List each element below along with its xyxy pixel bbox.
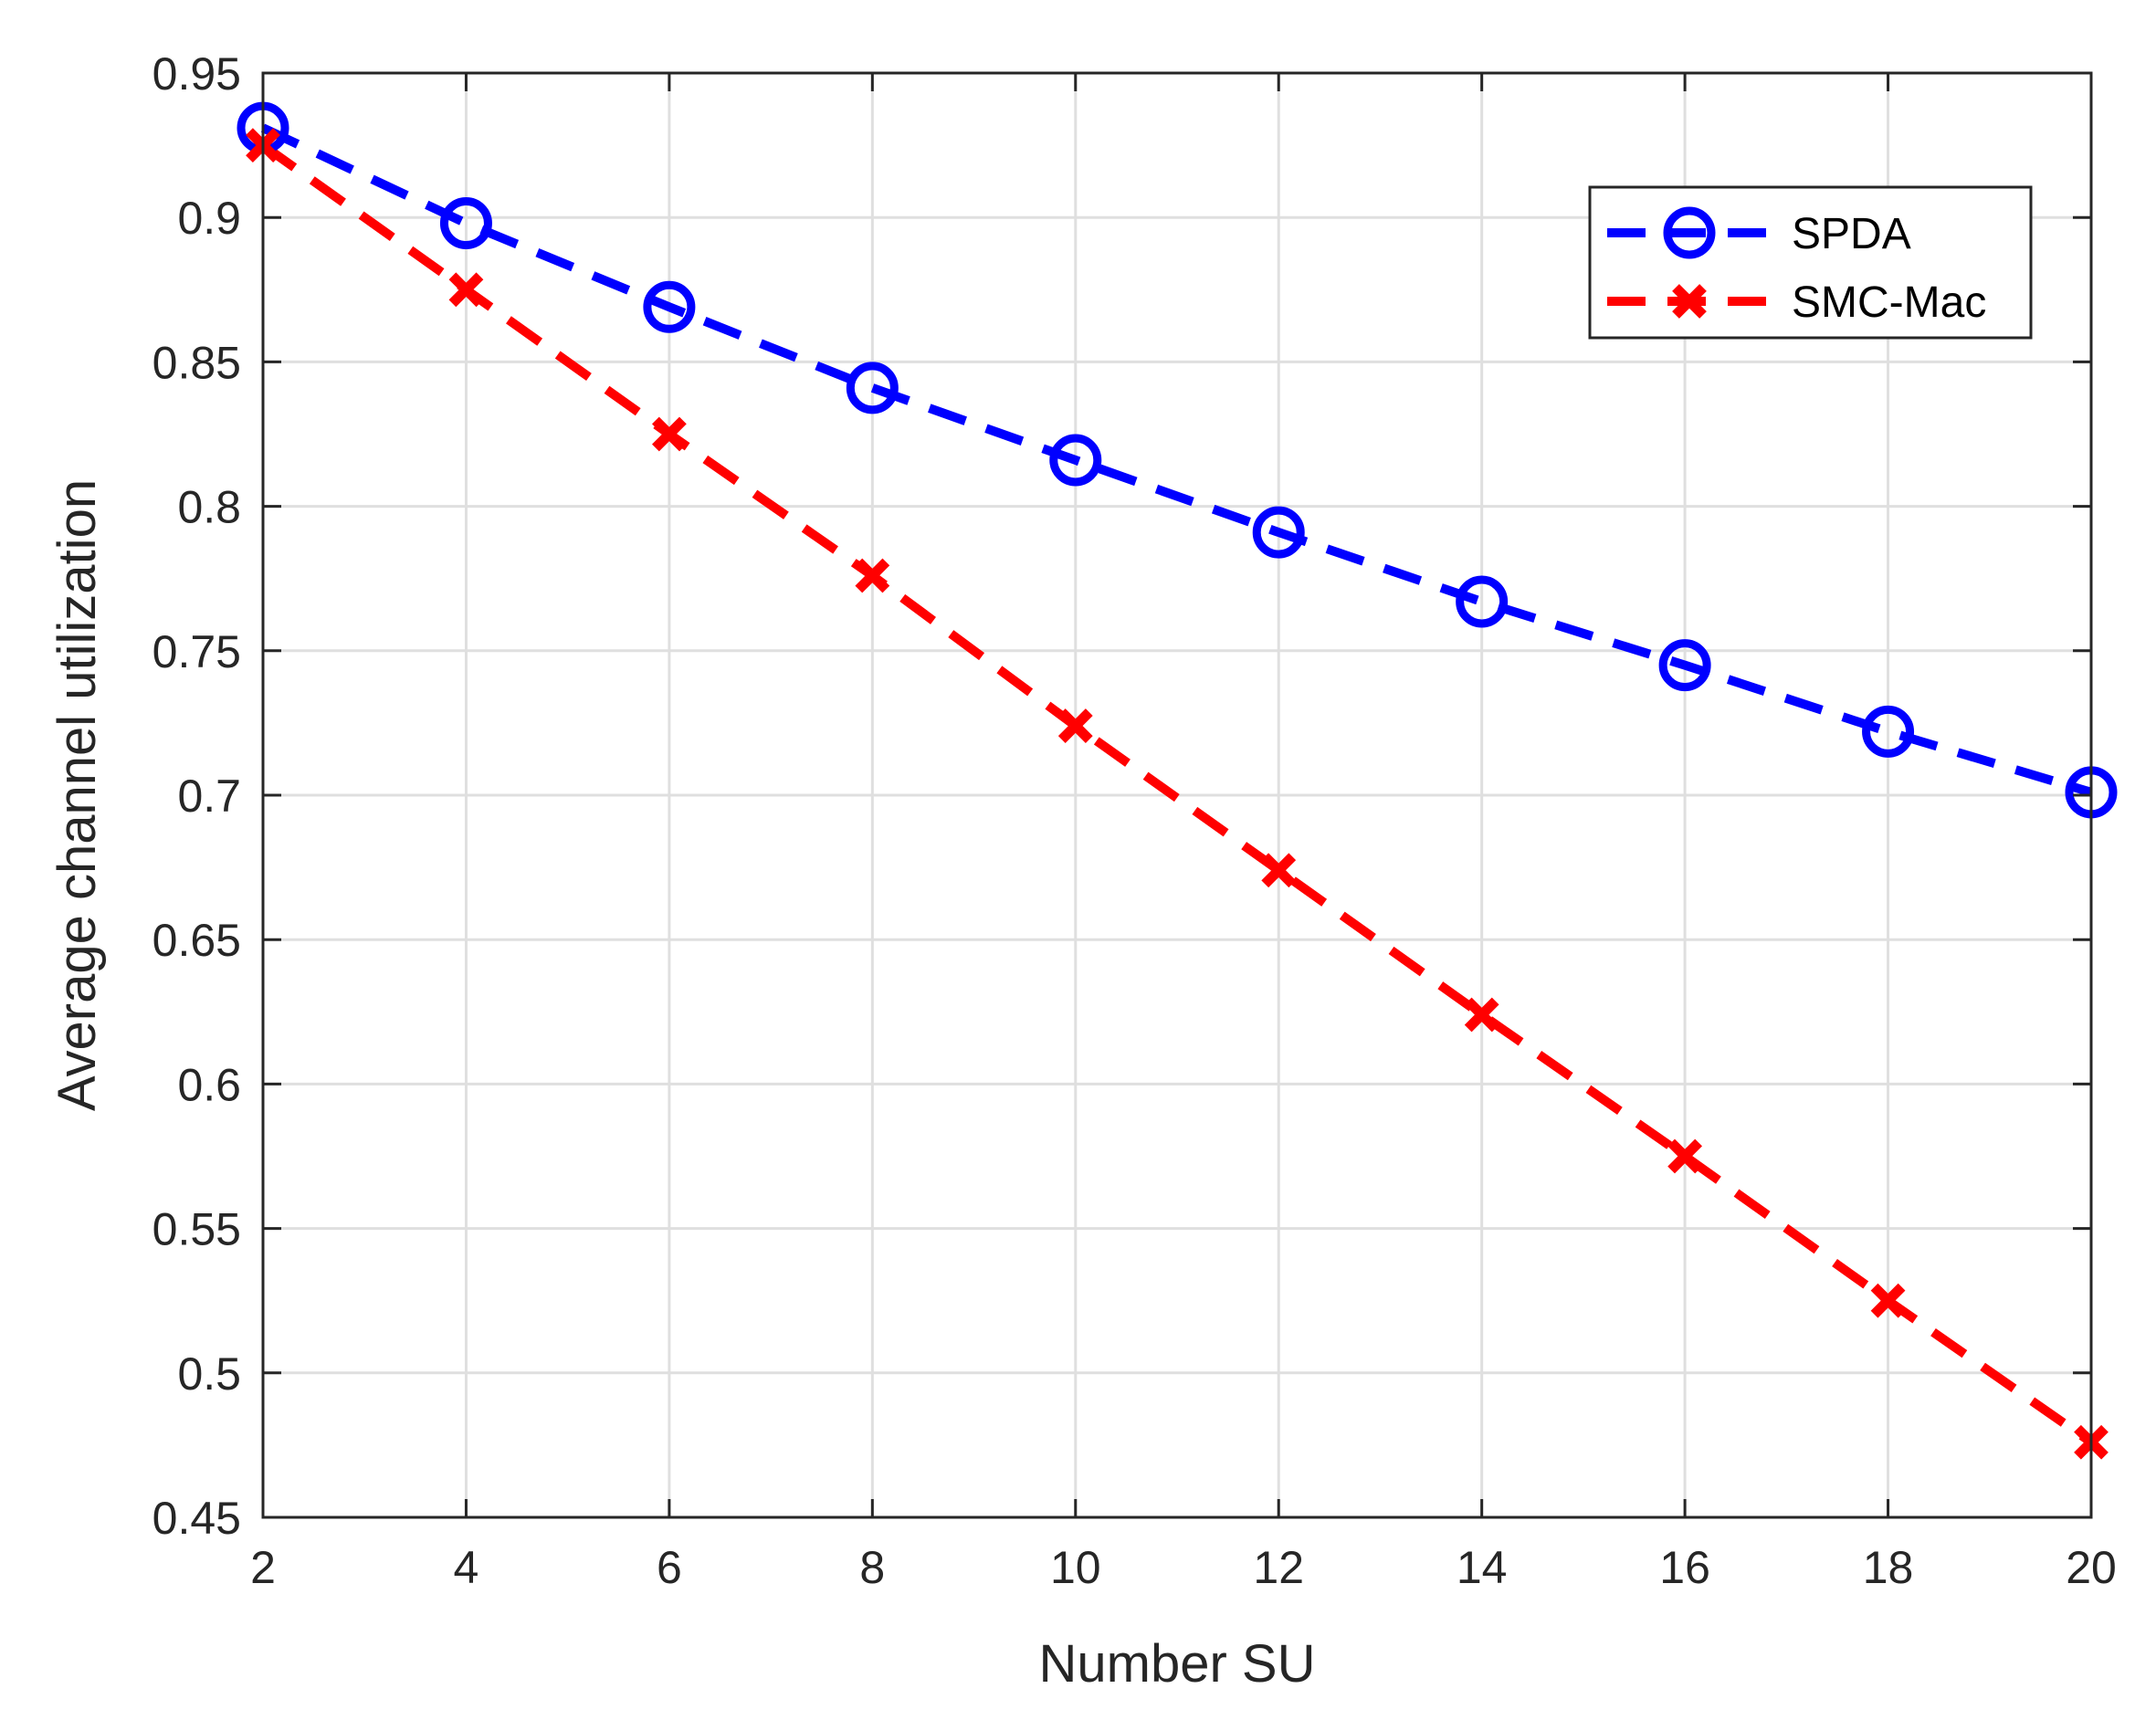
series-lines (260, 123, 2094, 1446)
data-point-smc-mac (855, 558, 890, 593)
data-point-spda (1252, 506, 1305, 559)
x-tick-label: 2 (250, 1542, 276, 1593)
x-axis-title: Number SU (1039, 1634, 1316, 1694)
x-tick-label: 20 (2066, 1542, 2117, 1593)
data-point-spda (643, 280, 696, 333)
data-point-smc-mac (1667, 1138, 1703, 1174)
y-tick-label: 0.45 (152, 1493, 241, 1544)
legend-marker-symbol (1663, 206, 1716, 259)
legend-box (1588, 185, 2033, 340)
x-tick-label: 4 (454, 1542, 479, 1593)
x-marker-stroke (1870, 1283, 1906, 1318)
y-tick-label: 0.6 (177, 1059, 241, 1110)
x-marker-stroke (855, 558, 890, 593)
x-tick-label: 10 (1050, 1542, 1101, 1593)
data-point-smc-mac (1870, 1283, 1906, 1318)
series-line-smc-mac (260, 142, 2094, 1446)
y-tick-label: 0.8 (177, 482, 241, 533)
data-point-spda (1049, 434, 1102, 487)
legend-label-smc-mac: SMC-Mac (1792, 278, 1986, 327)
y-tick-label: 0.5 (177, 1348, 241, 1400)
x-tick-label: 8 (859, 1542, 885, 1593)
series-line-spda (260, 123, 2093, 797)
legend-marker-spda (1663, 206, 1716, 259)
y-tick-label: 0.85 (152, 337, 241, 388)
x-tick-label: 12 (1253, 1542, 1304, 1593)
x-marker-stroke (448, 272, 484, 308)
x-marker-stroke (1261, 853, 1297, 888)
y-axis-title: Average channel utilization (47, 479, 107, 1111)
data-point-spda (1862, 705, 1915, 758)
legend-label-spda: SPDA (1792, 210, 1911, 258)
x-marker-stroke (1667, 1138, 1703, 1174)
legend-marker-smc-mac (1672, 284, 1707, 319)
x-tick-label: 14 (1457, 1542, 1508, 1593)
data-point-smc-mac (1464, 997, 1499, 1033)
legend-marker-symbol (1672, 284, 1707, 319)
data-point-spda (1456, 575, 1509, 628)
y-tick-label: 0.55 (152, 1204, 241, 1255)
x-marker-stroke (651, 416, 687, 452)
x-marker-stroke (1464, 997, 1499, 1033)
y-tick-label: 0.9 (177, 193, 241, 244)
x-marker-stroke (1672, 284, 1707, 319)
axis-tick-labels: 2 4 6 8 10 12 14 16 18 20 0.45 0.5 0.55 0.6 0.65 0.7 0.7… (152, 48, 2117, 1593)
y-tick-label: 0.65 (152, 915, 241, 966)
x-marker-stroke (1057, 708, 1093, 743)
data-point-smc-mac (448, 272, 484, 308)
data-point-spda (846, 362, 899, 414)
y-tick-label: 0.95 (152, 48, 241, 100)
data-point-smc-mac (1057, 708, 1093, 743)
y-tick-label: 0.7 (177, 771, 241, 822)
data-point-spda (1658, 639, 1711, 692)
y-tick-label: 0.75 (152, 626, 241, 677)
data-point-smc-mac (1261, 853, 1297, 888)
x-tick-label: 16 (1659, 1542, 1710, 1593)
x-tick-label: 18 (1863, 1542, 1914, 1593)
data-point-smc-mac (651, 416, 687, 452)
legend: SPDA SMC-Mac (1588, 185, 2033, 340)
x-tick-label: 6 (657, 1542, 682, 1593)
data-point-spda (439, 197, 492, 250)
axis-ticks (261, 71, 2093, 1519)
